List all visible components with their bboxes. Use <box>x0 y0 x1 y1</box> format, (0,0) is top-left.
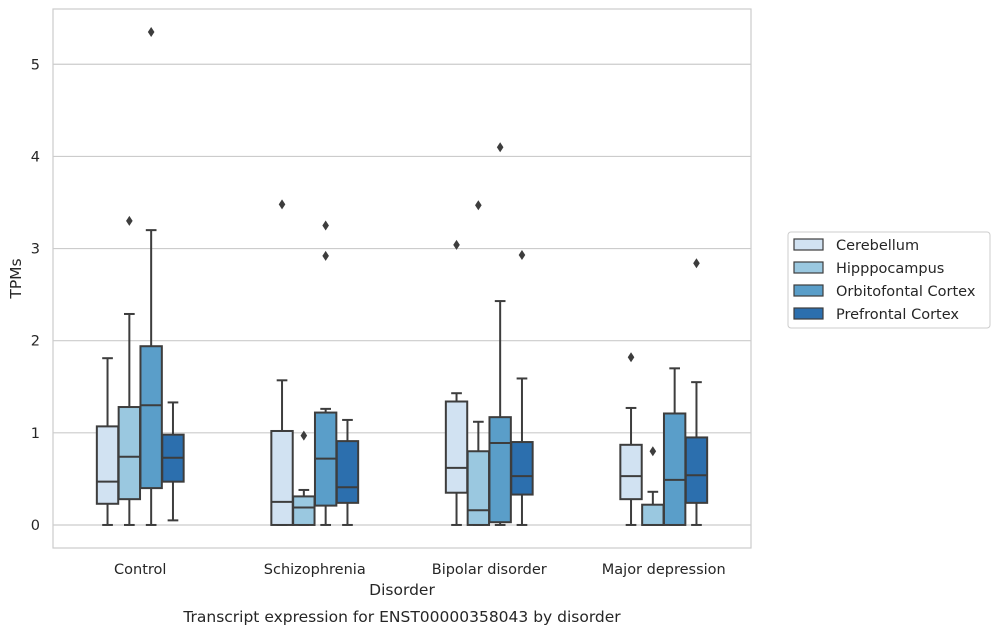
box <box>335 440 360 504</box>
outlier-point <box>147 27 155 38</box>
y-tick-label: 3 <box>31 242 40 258</box>
y-tick-label: 2 <box>31 334 40 350</box>
plot-area-frame <box>52 8 752 549</box>
outlier-point <box>693 258 700 269</box>
legend-swatch <box>793 238 824 251</box>
box-group <box>488 142 512 526</box>
legend-label: Cerebellum <box>836 238 919 254</box>
legend-swatch <box>793 307 824 320</box>
outlier-point <box>126 215 133 226</box>
box-group <box>335 418 360 526</box>
box-group <box>161 401 185 522</box>
outlier-point <box>300 430 308 441</box>
box <box>662 412 687 526</box>
box-group <box>292 430 316 526</box>
box <box>641 503 665 526</box>
legend: Cerebellum Hipppocampus Orbitofontal Corte… <box>787 231 991 329</box>
box-groups <box>95 27 709 526</box>
box <box>117 406 142 501</box>
box-group <box>619 352 643 526</box>
outlier-point <box>496 142 504 153</box>
box <box>444 400 469 494</box>
box <box>270 429 294 526</box>
box <box>684 436 709 504</box>
outlier-point <box>475 200 482 211</box>
box-group <box>117 215 142 526</box>
y-tick-label: 5 <box>31 57 40 73</box>
outlier-point <box>322 220 329 231</box>
box-group <box>662 367 687 526</box>
legend-label: Prefrontal Cortex <box>836 307 959 323</box>
box <box>292 495 316 526</box>
box <box>488 416 512 524</box>
legend-swatch <box>793 284 824 297</box>
legend-frame <box>787 231 991 329</box>
box-group <box>313 220 338 526</box>
y-tick-label: 0 <box>31 518 40 534</box>
y-axis-ticks: 0 1 2 3 4 5 <box>31 57 40 534</box>
box-group <box>641 446 665 526</box>
box-group <box>444 239 469 526</box>
box-group <box>684 258 709 526</box>
box <box>95 425 120 505</box>
x-tick-label: Bipolar disorder <box>432 562 547 578</box>
legend-label: Orbitofontal Cortex <box>836 284 976 300</box>
box-group <box>139 27 163 526</box>
outlier-point <box>518 250 526 261</box>
legend-label: Hipppocampus <box>836 261 944 277</box>
box-group <box>510 250 534 526</box>
box <box>139 345 163 490</box>
box <box>619 443 643 501</box>
x-tick-label: Schizophrenia <box>264 562 366 578</box>
outlier-point <box>278 199 286 210</box>
outlier-point <box>322 250 329 261</box>
y-tick-label: 4 <box>31 149 40 165</box>
x-tick-label: Control <box>114 562 166 578</box>
x-axis-ticks: Control Schizophrenia Bipolar disorder Majo… <box>114 562 726 578</box>
y-axis-label: TPMs <box>7 258 25 299</box>
chart-caption: Transcript expression for ENST0000035804… <box>182 608 621 626</box>
outlier-point <box>453 239 460 250</box>
box-group <box>270 199 294 526</box>
x-axis-label: Disorder <box>369 581 435 599</box>
box-group <box>95 357 120 526</box>
legend-swatch <box>793 261 824 274</box>
y-tick-label: 1 <box>31 426 40 442</box>
box <box>466 450 491 526</box>
box <box>510 441 534 496</box>
x-tick-label: Major depression <box>602 562 726 578</box>
outlier-point <box>649 446 657 457</box>
outlier-point <box>627 352 635 363</box>
